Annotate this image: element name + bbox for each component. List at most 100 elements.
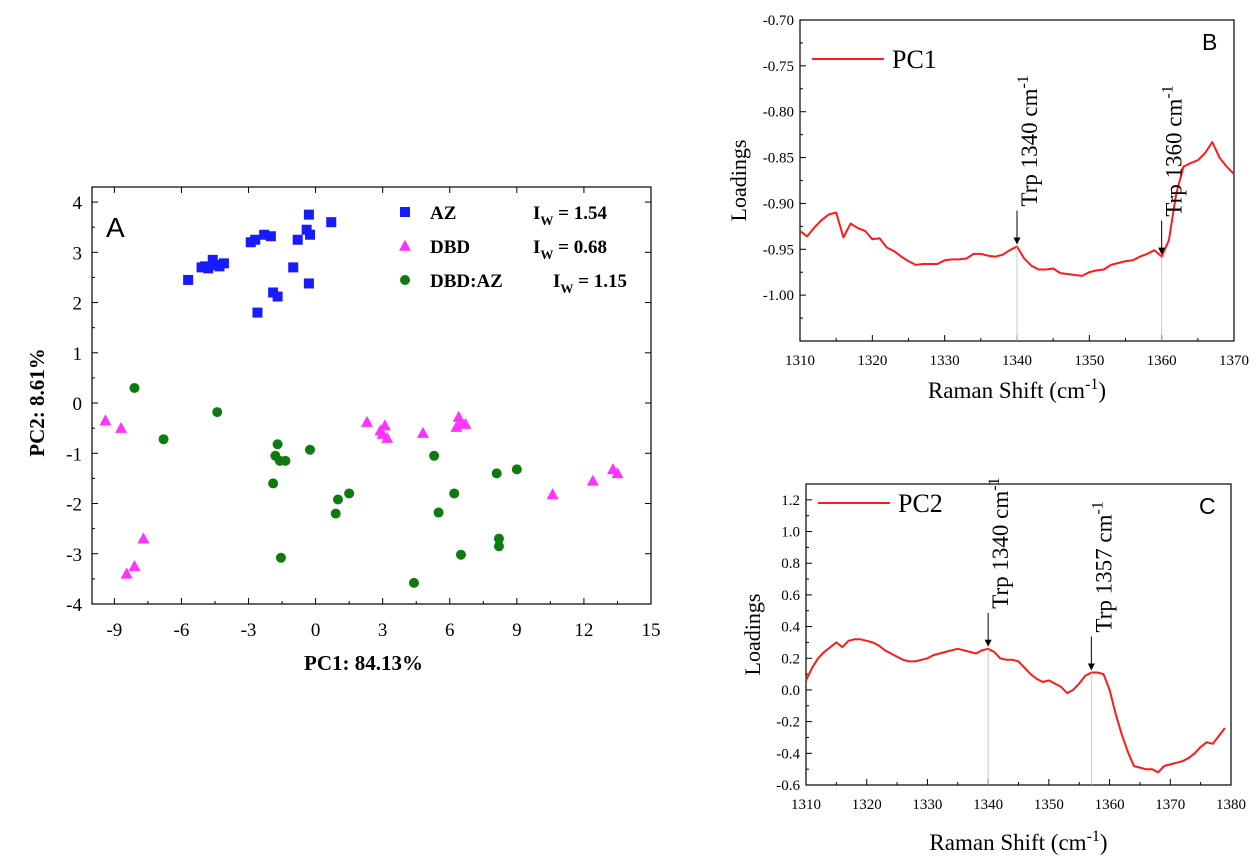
x-tick-label: 1310 [785, 353, 815, 369]
x-tick-label: 12 [574, 620, 593, 641]
series-dbd [99, 410, 624, 579]
data-point [381, 431, 394, 443]
data-point [268, 478, 279, 489]
data-point [301, 224, 312, 235]
panel-b-pc1-loadings: 1310 1320 1330 1340 1350 1360 1370 -0.70 -0.75 -0… [726, 13, 1249, 403]
y-axis-title: Loadings [726, 140, 751, 222]
x-tick-label: 1370 [1155, 797, 1185, 813]
x-tick-label: -9 [106, 620, 122, 641]
data-point [292, 234, 303, 245]
y-tick-label: -0.70 [763, 13, 794, 29]
annotation-label: Trp 1357 cm-1 [1089, 501, 1116, 632]
y-tick-label: 4 [73, 193, 83, 214]
data-point [252, 307, 263, 318]
x-tick-label: 0 [311, 620, 321, 641]
data-point [303, 209, 314, 220]
data-point [408, 577, 419, 588]
data-point [493, 533, 504, 544]
y-tick-label: -1 [66, 444, 82, 465]
y-tick-label: -0.90 [763, 196, 794, 212]
y-tick-label: 0 [73, 394, 83, 415]
data-point [611, 467, 624, 479]
annotation-arrowhead [1013, 237, 1021, 245]
x-tick-label: -3 [241, 620, 257, 641]
data-point [120, 567, 133, 579]
legend-label: DBD:AZ [430, 271, 503, 292]
x-tick-label: 1360 [1147, 353, 1177, 369]
y-tick-label: 1.0 [781, 525, 800, 541]
data-point [332, 494, 343, 505]
data-point [115, 421, 128, 433]
panel-a-scatter: -9 -6 -3 0 3 6 9 12 15 4 3 2 1 0 -1 -2 -3 -4 PC1: 84.13% PC… [25, 186, 661, 675]
x-tick-label: 1330 [930, 353, 960, 369]
y-tick-label: -0.4 [776, 746, 800, 762]
series-line [805, 638, 1226, 774]
y-tick-label: -0.75 [763, 59, 794, 75]
panel-c-pc2-loadings: 1310 1320 1330 1340 1350 1360 1370 1380 1.2 1.0 0.… [740, 477, 1246, 855]
legend-label: PC2 [898, 489, 943, 518]
y-tick-label: 0.6 [781, 588, 800, 604]
y-axis-title: PC2: 8.61% [25, 348, 49, 457]
x-axis-title: PC1: 84.13% [304, 651, 423, 675]
legend-label: DBD [430, 237, 470, 258]
y-tick-label: -0.6 [776, 778, 800, 794]
series-dbd-az [129, 382, 522, 588]
data-point [129, 382, 140, 393]
data-point [459, 417, 472, 429]
data-point [416, 426, 429, 438]
x-tick-label: 1310 [791, 797, 821, 813]
x-tick-label: 1340 [1002, 353, 1032, 369]
x-tick-label: -6 [174, 620, 190, 641]
y-tick-label: 1 [73, 344, 83, 365]
legend-marker [400, 207, 410, 217]
data-point [330, 508, 341, 519]
y-tick-label: 3 [73, 243, 83, 264]
y-tick-label: -0.80 [763, 105, 794, 121]
y-tick-label: -3 [66, 545, 82, 566]
x-tick-label: 1330 [912, 797, 942, 813]
annotation-label: Trp 1340 cm-1 [1015, 75, 1042, 206]
y-tick-label: 1.2 [781, 493, 800, 509]
data-point [183, 274, 194, 285]
annotation-label: Trp 1360 cm-1 [1160, 85, 1187, 216]
panel-label-a: A [106, 212, 125, 243]
y-tick-label: 0.4 [781, 620, 800, 636]
annotation-label: Trp 1340 cm-1 [986, 477, 1013, 608]
legend-label: AZ [430, 203, 456, 224]
x-tick-label: 1350 [1074, 353, 1104, 369]
data-point [305, 444, 316, 455]
x-tick-label: 1340 [973, 797, 1003, 813]
data-point [326, 217, 337, 228]
x-axis-title: Raman Shift (cm-1) [928, 376, 1106, 403]
panel-label: B [1202, 29, 1217, 55]
data-point [259, 229, 270, 240]
x-axis-title: Raman Shift (cm-1) [929, 828, 1107, 855]
series-az [183, 209, 337, 318]
data-point [212, 407, 223, 418]
data-point [449, 488, 460, 499]
x-tick-label: 1320 [852, 797, 882, 813]
data-point [203, 263, 214, 274]
annotation-arrowhead [984, 639, 992, 647]
data-point [99, 414, 112, 426]
data-point [272, 439, 283, 450]
y-tick-label: -4 [66, 595, 82, 616]
y-tick-label: -0.85 [763, 151, 794, 167]
data-point [433, 507, 444, 518]
data-point [305, 229, 316, 240]
data-point [275, 552, 286, 563]
data-point [493, 541, 504, 552]
x-tick-label: 1360 [1095, 797, 1125, 813]
x-tick-label: 1350 [1034, 797, 1064, 813]
x-tick-label: 15 [642, 620, 661, 641]
data-point [452, 410, 465, 422]
y-axis-title: Loadings [740, 594, 765, 676]
data-point [429, 450, 440, 461]
y-tick-label: 0.2 [781, 651, 800, 667]
data-point [586, 474, 599, 486]
data-point [158, 434, 169, 445]
legend-marker [400, 275, 410, 285]
x-tick-label: 1380 [1216, 797, 1246, 813]
plot-frame [805, 483, 1232, 786]
